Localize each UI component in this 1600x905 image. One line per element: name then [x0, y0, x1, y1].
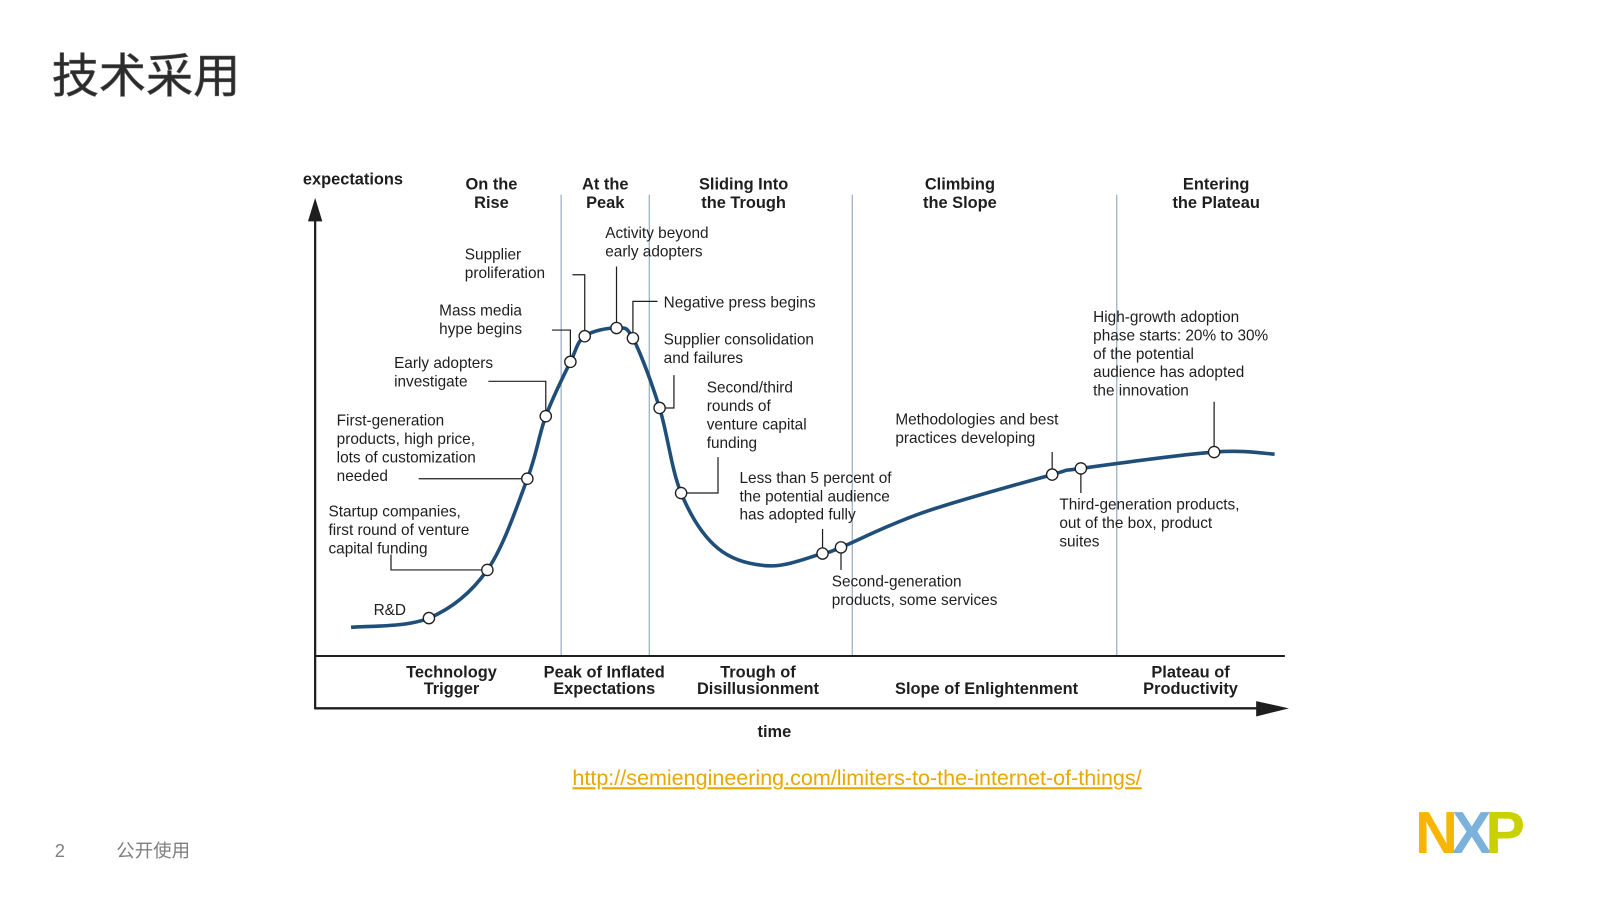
phase-header: Climbing	[925, 176, 995, 194]
annotation: R&D	[374, 602, 406, 619]
x-axis-label: time	[758, 723, 792, 741]
y-axis-arrow	[307, 197, 323, 222]
annotation: the potential audience	[740, 488, 890, 505]
annotation: products, high price,	[337, 431, 475, 448]
logo-letter: P	[1485, 799, 1523, 866]
phase-name: Technology	[406, 664, 498, 682]
curve-marker	[674, 486, 688, 500]
curve-marker	[626, 331, 640, 345]
annotation: lots of customization	[337, 449, 476, 466]
annotation: Early adopters	[394, 355, 493, 372]
annotation: audience has adopted	[1093, 364, 1244, 381]
annotation: Second/third	[707, 380, 793, 397]
curve-marker	[834, 541, 848, 554]
classification: 公开使用	[116, 840, 190, 861]
curve-marker	[1074, 462, 1088, 475]
curve-marker	[1207, 445, 1221, 459]
curve-marker	[816, 547, 829, 560]
phase-name: Trough of	[720, 664, 796, 682]
phase-header: On the	[466, 176, 518, 194]
leader-line	[572, 274, 586, 337]
annotation: investigate	[394, 373, 467, 390]
annotation: High-growth adoption	[1093, 309, 1239, 326]
annotation: venture capital	[707, 416, 807, 433]
diagram-background	[290, 158, 1305, 749]
annotation: proliferation	[465, 265, 545, 282]
curve-marker	[481, 563, 494, 577]
phase-header: Sliding Into	[699, 176, 788, 194]
phase-header: the Slope	[923, 194, 997, 212]
phase-name: Trigger	[424, 680, 480, 698]
annotation: needed	[337, 468, 388, 485]
annotation: of the potential	[1093, 346, 1194, 363]
annotation: Second-generation	[832, 573, 962, 590]
annotation: the innovation	[1093, 383, 1189, 400]
phase-header: At the	[582, 176, 628, 194]
annotation: hype begins	[439, 321, 522, 338]
annotation: funding	[707, 435, 757, 452]
annotation: and failures	[664, 350, 744, 367]
annotation: Startup companies,	[328, 504, 460, 521]
curve-marker	[578, 329, 592, 343]
source-link-anchor[interactable]: http://semiengineering.com/limiters-to-t…	[572, 766, 1141, 790]
curve-marker	[564, 355, 577, 369]
phase-name: Plateau of	[1151, 664, 1230, 682]
page-number: 2	[55, 840, 65, 861]
curve-marker	[610, 321, 623, 335]
annotation: suites	[1059, 533, 1099, 550]
annotation: has adopted fully	[740, 507, 856, 524]
curve-marker	[521, 472, 534, 486]
annotation: early adopters	[605, 243, 703, 260]
phase-name: Expectations	[553, 680, 655, 698]
leader-line	[632, 300, 658, 339]
annotation: Less than 5 percent of	[740, 470, 893, 487]
annotation: Supplier	[465, 246, 521, 263]
annotation: Third-generation products,	[1059, 496, 1239, 513]
annotation: Activity beyond	[605, 225, 708, 242]
phase-header: Entering	[1183, 176, 1249, 194]
curve-marker	[422, 611, 436, 625]
annotation: first round of venture	[328, 522, 469, 539]
annotation: capital funding	[328, 541, 427, 558]
curve-marker	[653, 401, 666, 415]
phase-name: Disillusionment	[697, 680, 820, 698]
phase-header: the Plateau	[1172, 194, 1259, 212]
curve-marker	[1045, 468, 1059, 481]
source-link[interactable]: http://semiengineering.com/limiters-to-t…	[572, 766, 1141, 790]
annotation: First-generation	[337, 412, 445, 429]
annotation: Negative press begins	[664, 295, 816, 312]
curve-marker	[539, 409, 553, 423]
phase-header: Peak	[586, 194, 625, 212]
annotation: out of the box, product	[1059, 515, 1213, 532]
leader-line	[551, 329, 572, 362]
phase-header: the Trough	[701, 194, 786, 212]
leader-line	[681, 457, 719, 494]
y-axis-label: expectations	[303, 171, 403, 189]
leader-line	[390, 554, 488, 571]
phase-name: Peak of Inflated	[544, 664, 665, 682]
annotation: Mass media	[439, 303, 522, 320]
annotation: products, some services	[832, 592, 998, 609]
annotation: phase starts: 20% to 30%	[1093, 327, 1268, 344]
logo-letter: N	[1415, 799, 1454, 866]
annotation: Supplier consolidation	[664, 331, 814, 348]
annotation: rounds of	[707, 398, 772, 415]
leader-line	[488, 380, 547, 417]
phase-header: Rise	[474, 194, 509, 212]
logo: NXP	[1415, 799, 1523, 866]
x-axis-arrow	[1256, 701, 1289, 717]
phase-name: Slope of Enlightenment	[895, 680, 1079, 698]
annotation: Methodologies and best	[895, 411, 1059, 428]
phase-name: Productivity	[1143, 680, 1239, 698]
slide-title: 技术采用	[52, 49, 241, 102]
annotation: practices developing	[895, 430, 1035, 447]
